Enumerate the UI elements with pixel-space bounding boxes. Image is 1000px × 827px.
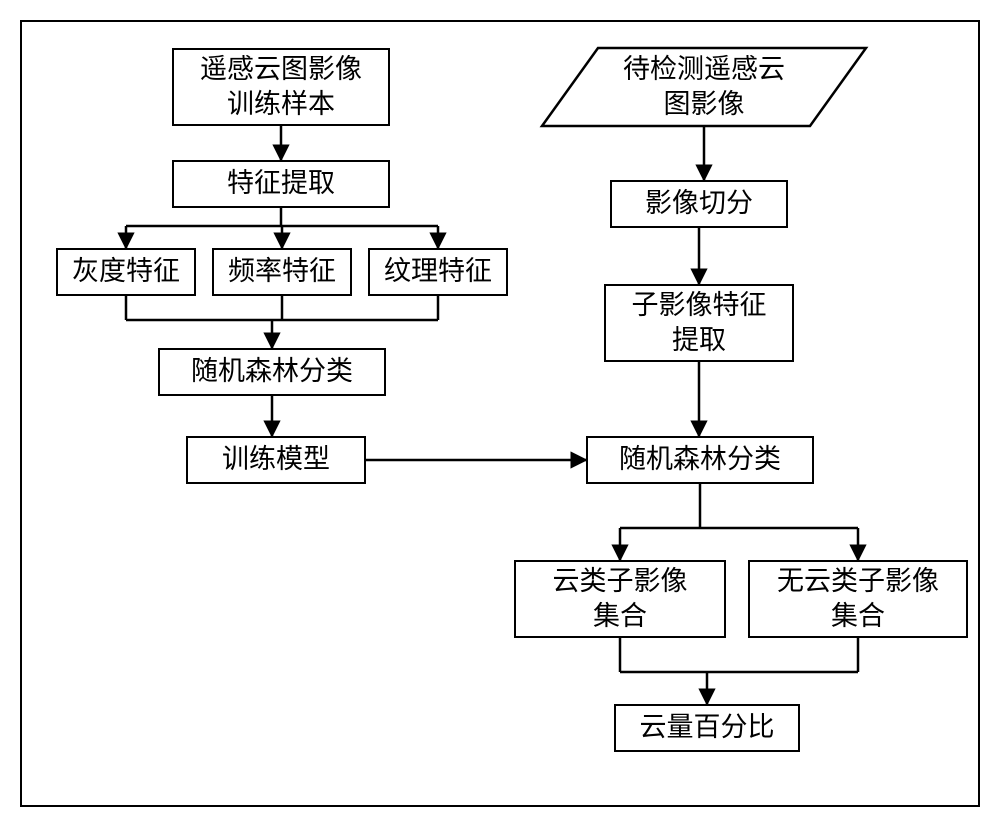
node-rf-class-right: 随机森林分类 [586, 436, 814, 484]
node-feat-extract: 特征提取 [172, 160, 390, 208]
label: 子影像特征提取 [632, 288, 767, 358]
node-cloud-set: 云类子影像集合 [514, 560, 726, 638]
label: 遥感云图影像训练样本 [200, 52, 362, 122]
node-rf-class-left: 随机森林分类 [158, 348, 386, 396]
label: 特征提取 [227, 166, 335, 201]
node-freq-feat: 频率特征 [212, 248, 352, 296]
diagram-border [20, 20, 980, 807]
node-train-model: 训练模型 [186, 436, 366, 484]
label: 影像切分 [645, 186, 753, 221]
label: 无云类子影像集合 [777, 564, 939, 634]
node-image-split: 影像切分 [610, 180, 788, 228]
node-train-sample: 遥感云图影像训练样本 [172, 48, 390, 126]
label: 灰度特征 [72, 254, 180, 289]
node-nocloud-set: 无云类子影像集合 [748, 560, 968, 638]
node-gray-feat: 灰度特征 [56, 248, 196, 296]
node-texture-feat: 纹理特征 [368, 248, 508, 296]
label: 随机森林分类 [191, 354, 353, 389]
label: 云量百分比 [640, 710, 775, 745]
label: 频率特征 [228, 254, 336, 289]
label: 训练模型 [222, 442, 330, 477]
node-sub-feat: 子影像特征提取 [604, 284, 794, 362]
label: 随机森林分类 [619, 442, 781, 477]
node-cloud-percent: 云量百分比 [614, 704, 800, 752]
label: 云类子影像集合 [553, 564, 688, 634]
label: 纹理特征 [384, 254, 492, 289]
